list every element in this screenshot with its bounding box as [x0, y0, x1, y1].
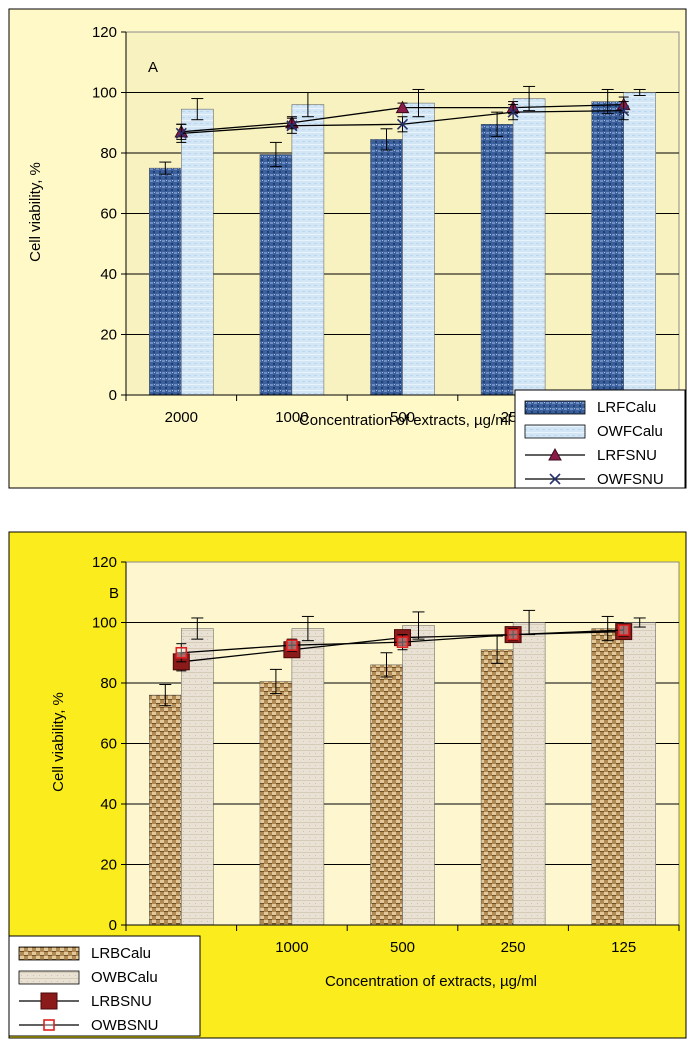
b-legend-label-OWBCalu: OWBCalu [91, 969, 158, 986]
a-legend-marker-LRFSNU [548, 447, 562, 461]
a-point-OWFSNU-0-stroke-2 [175, 127, 187, 139]
a-point-LRFSNU-2 [395, 100, 410, 114]
panel-b-legend: LRBCalu OWBCalu LRBSNU OWBSNU [8, 935, 201, 1037]
b-x-tick-label-3: 250 [501, 939, 526, 956]
a-y-tick-label-2: 40 [100, 266, 117, 283]
b-y-tick-label-4: 80 [100, 675, 117, 692]
a-bar-LRFCalu-1 [259, 154, 293, 396]
b-y-tick-label-3: 60 [100, 736, 117, 753]
panel-a: 02040608010012020001000500250125 A Cell … [8, 8, 687, 489]
b-x-tick-label-4: 125 [611, 939, 636, 956]
a-legend-marker-OWFSNU-stroke-2 [549, 473, 561, 485]
b-bar-LRBCalu-3 [480, 649, 514, 926]
a-x-tick-label-1: 1000 [275, 409, 308, 426]
b-legend-marker-LRBSNU [40, 992, 58, 1010]
b-legend-label-LRBSNU: LRBSNU [91, 993, 152, 1010]
a-bar-OWFCalu-2 [402, 102, 435, 396]
a-legend-label-LRFSNU: LRFSNU [597, 447, 657, 464]
b-bar-LRBCalu-2 [370, 664, 403, 926]
a-y-tick-label-6: 120 [92, 24, 117, 41]
a-legend-label-OWFSNU: OWFSNU [597, 471, 664, 488]
panel-b-bars [149, 609, 656, 926]
a-point-OWFSNU-4 [618, 105, 630, 117]
a-bar-LRFCalu-4 [591, 101, 624, 396]
a-bar-LRFCalu-3 [480, 124, 514, 396]
b-point-OWBSNU-1 [286, 639, 298, 651]
a-point-OWFSNU-2 [396, 118, 409, 130]
a-bar-OWFCalu-0 [181, 108, 214, 396]
b-bar-LRBCalu-0 [149, 694, 182, 926]
a-bar-OWFCalu-1 [291, 104, 325, 396]
a-legend-label-LRFCalu: LRFCalu [597, 399, 656, 416]
b-point-OWBSNU-0 [175, 646, 188, 659]
b-point-OWBSNU-2 [396, 636, 409, 648]
panel-a-y-axis-title: Cell viability, % [27, 162, 44, 262]
panel-a-x-axis-title: Concentration of extracts, µg/ml [299, 412, 511, 429]
a-y-tick-label-5: 100 [92, 85, 117, 102]
b-point-OWBSNU-4 [617, 624, 630, 636]
b-y-tick-label-6: 120 [92, 554, 117, 571]
a-legend-marker-OWFSNU [549, 473, 561, 485]
a-point-OWFSNU-3-stroke-2 [507, 106, 519, 118]
a-bar-LRFCalu-2 [370, 139, 403, 396]
b-legend-label-LRBCalu: LRBCalu [91, 945, 151, 962]
a-y-tick-label-3: 60 [100, 206, 117, 223]
b-y-tick-label-5: 100 [92, 615, 117, 632]
panel-b-x-axis-title: Concentration of extracts, µg/ml [325, 973, 537, 990]
a-point-OWFSNU-2-stroke-2 [396, 118, 409, 130]
panel-a-bars [149, 85, 656, 396]
b-bar-OWBCalu-4 [623, 622, 656, 926]
a-y-tick-label-4: 80 [100, 145, 117, 162]
b-y-tick-label-2: 40 [100, 796, 117, 813]
b-y-tick-label-0: 0 [109, 917, 117, 934]
a-x-tick-label-2: 500 [390, 409, 415, 426]
a-y-tick-label-1: 20 [100, 327, 117, 344]
b-bar-OWBCalu-2 [402, 625, 435, 926]
a-point-OWFSNU-0 [175, 127, 187, 139]
panel-a-lines [174, 96, 631, 143]
b-x-tick-label-2: 500 [390, 939, 415, 956]
panel-b-y-axis-title: Cell viability, % [50, 692, 67, 792]
b-y-tick-label-1: 20 [100, 857, 117, 874]
b-bar-LRBCalu-1 [259, 681, 293, 926]
a-point-OWFSNU-1-stroke-2 [286, 120, 298, 132]
b-x-tick-label-1: 1000 [275, 939, 308, 956]
b-legend-swatch-LRBCalu [18, 946, 80, 961]
a-point-OWFSNU-3 [507, 106, 519, 118]
a-legend-swatch-LRFCalu [524, 400, 586, 415]
a-y-tick-label-0: 0 [109, 387, 117, 404]
a-x-tick-label-0: 2000 [165, 409, 198, 426]
a-legend-swatch-OWFCalu [524, 424, 586, 439]
panel-b-label: B [109, 585, 119, 602]
b-bar-OWBCalu-0 [181, 628, 214, 926]
b-legend-marker-OWBSNU [43, 1019, 55, 1031]
b-bar-LRBCalu-4 [591, 628, 624, 926]
a-point-OWFSNU-1 [286, 120, 298, 132]
a-legend-label-OWFCalu: OWFCalu [597, 423, 663, 440]
panel-b-lines [172, 623, 633, 672]
panel-a-label: A [148, 59, 158, 76]
b-legend-swatch-OWBCalu [18, 970, 80, 985]
panel-a-legend: LRFCalu OWFCalu LRFSNU OWFSNU [514, 389, 686, 489]
panel-b: 02040608010012020001000500250125 B Cell … [8, 531, 687, 1039]
b-legend-label-OWBSNU: OWBSNU [91, 1017, 159, 1034]
a-bar-LRFCalu-0 [149, 167, 182, 396]
a-bar-OWFCalu-4 [623, 92, 656, 396]
b-bar-OWBCalu-3 [512, 622, 546, 926]
a-bar-OWFCalu-3 [512, 98, 546, 396]
a-point-OWFSNU-4-stroke-2 [618, 105, 630, 117]
b-point-OWBSNU-3 [507, 628, 519, 641]
b-bar-OWBCalu-1 [291, 628, 325, 926]
